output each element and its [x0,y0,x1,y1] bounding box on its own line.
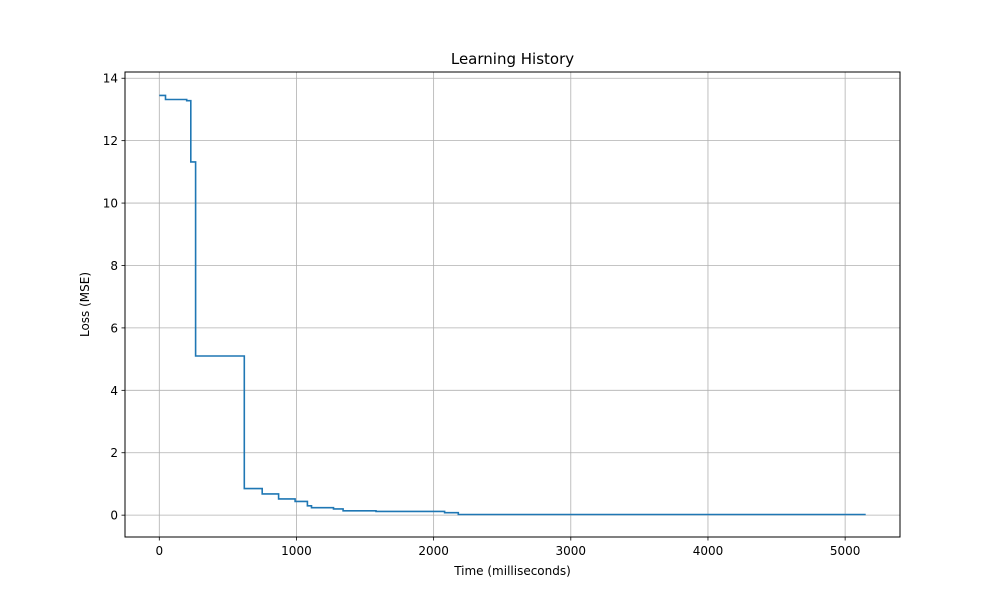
y-tick-label: 14 [103,72,118,86]
plot-frame [124,71,901,538]
x-tick-label: 2000 [418,544,449,558]
tick-layer: 0 1000 2000 3000 4000 5000 0 2 4 6 8 10 12 14 [103,72,861,558]
plot-area-background [125,72,900,537]
y-tick-label: 0 [110,509,118,523]
loss-series-line [159,94,866,516]
series-layer [159,94,866,516]
y-tick-label: 10 [103,197,118,211]
y-tick-label: 4 [110,384,118,398]
x-tick-label: 1000 [281,544,312,558]
y-tick-label: 2 [110,446,118,460]
x-tick-label: 5000 [830,544,861,558]
x-tick-label: 3000 [556,544,587,558]
grid-layer [125,72,900,537]
x-axis-label: Time (milliseconds) [453,564,571,578]
x-tick-label: 4000 [693,544,724,558]
x-tick-label: 0 [155,544,163,558]
chart-title: Learning History [451,50,574,68]
y-tick-label: 6 [110,321,118,335]
y-axis-label: Loss (MSE) [78,272,92,337]
y-tick-label: 8 [110,259,118,273]
y-tick-label: 12 [103,134,118,148]
